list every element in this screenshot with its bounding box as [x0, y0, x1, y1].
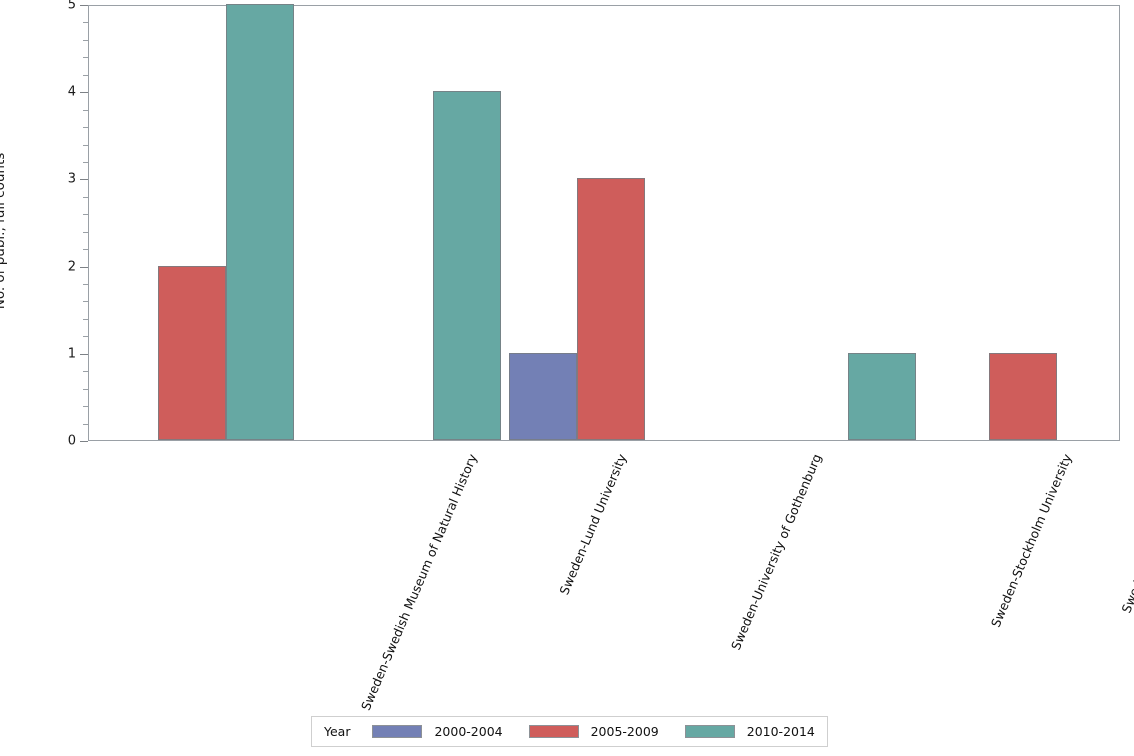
y-tick-minor [83, 318, 88, 320]
legend-entry-label: 2010-2014 [746, 724, 815, 739]
legend-entry-label: 2000-2004 [434, 724, 503, 739]
y-tick-label: 3 [67, 171, 76, 187]
bar [509, 352, 577, 440]
legend-entry[interactable]: 2005-2009 [528, 724, 659, 739]
y-tick-minor [83, 214, 88, 216]
legend-title: Year [324, 724, 351, 739]
y-tick-minor [83, 57, 88, 59]
y-tick-minor [83, 249, 88, 251]
y-tick-minor [83, 388, 88, 390]
bar [433, 91, 501, 440]
y-tick-label: 1 [67, 346, 76, 362]
y-tick-major [80, 441, 88, 442]
legend-entry[interactable]: 2000-2004 [372, 724, 503, 739]
y-axis: No. of publ., full counts 0 1 2 3 4 5 [0, 0, 88, 449]
y-tick-label: 5 [67, 0, 76, 13]
y-tick-minor [83, 74, 88, 76]
y-tick-major [80, 5, 88, 6]
legend-entry[interactable]: 2010-2014 [684, 724, 815, 739]
legend-entry-label: 2005-2009 [590, 724, 659, 739]
y-tick-label: 2 [67, 259, 76, 275]
y-tick-minor [83, 109, 88, 111]
y-tick-minor [83, 231, 88, 233]
y-tick-major [80, 179, 88, 181]
bar [226, 4, 294, 440]
y-tick-label: 0 [67, 433, 76, 449]
x-tick-label: Sweden-Swedish Museum of Natural History [357, 451, 481, 713]
x-tick-label: Sweden-University of Gothenburg [727, 451, 825, 653]
chart-legend: Year 2000-2004 2005-2009 2010-2014 [311, 716, 828, 747]
y-tick-minor [83, 406, 88, 408]
y-axis-title: No. of publ., full counts [0, 152, 8, 310]
y-tick-minor [83, 161, 88, 163]
y-tick-minor [83, 196, 88, 198]
y-tick-minor [83, 336, 88, 338]
plot-area [88, 4, 1120, 441]
x-tick-label: Sweden-Lund University [556, 451, 630, 597]
y-tick-minor [83, 144, 88, 146]
y-tick-minor [83, 39, 88, 41]
bar [158, 265, 226, 440]
y-tick-minor [83, 423, 88, 425]
y-tick-minor [83, 301, 88, 303]
x-tick-label: Sweden-Stockholm University [987, 451, 1075, 630]
y-tick-minor [83, 284, 88, 286]
y-tick-minor [83, 22, 88, 24]
legend-entries: 2000-2004 2005-2009 2010-2014 [372, 724, 815, 739]
y-tick-major [80, 266, 88, 268]
bar [577, 178, 645, 440]
bar [848, 352, 916, 440]
legend-color-swatch [372, 725, 423, 738]
y-tick-major [80, 353, 88, 355]
y-tick-minor [83, 127, 88, 129]
legend-color-swatch [528, 725, 579, 738]
y-tick-minor [83, 371, 88, 373]
bar [989, 352, 1057, 440]
legend-color-swatch [684, 725, 735, 738]
x-tick-label: Sweden-Uppsala University [1118, 452, 1134, 616]
y-tick-major [80, 92, 88, 94]
y-tick-label: 4 [67, 84, 76, 100]
